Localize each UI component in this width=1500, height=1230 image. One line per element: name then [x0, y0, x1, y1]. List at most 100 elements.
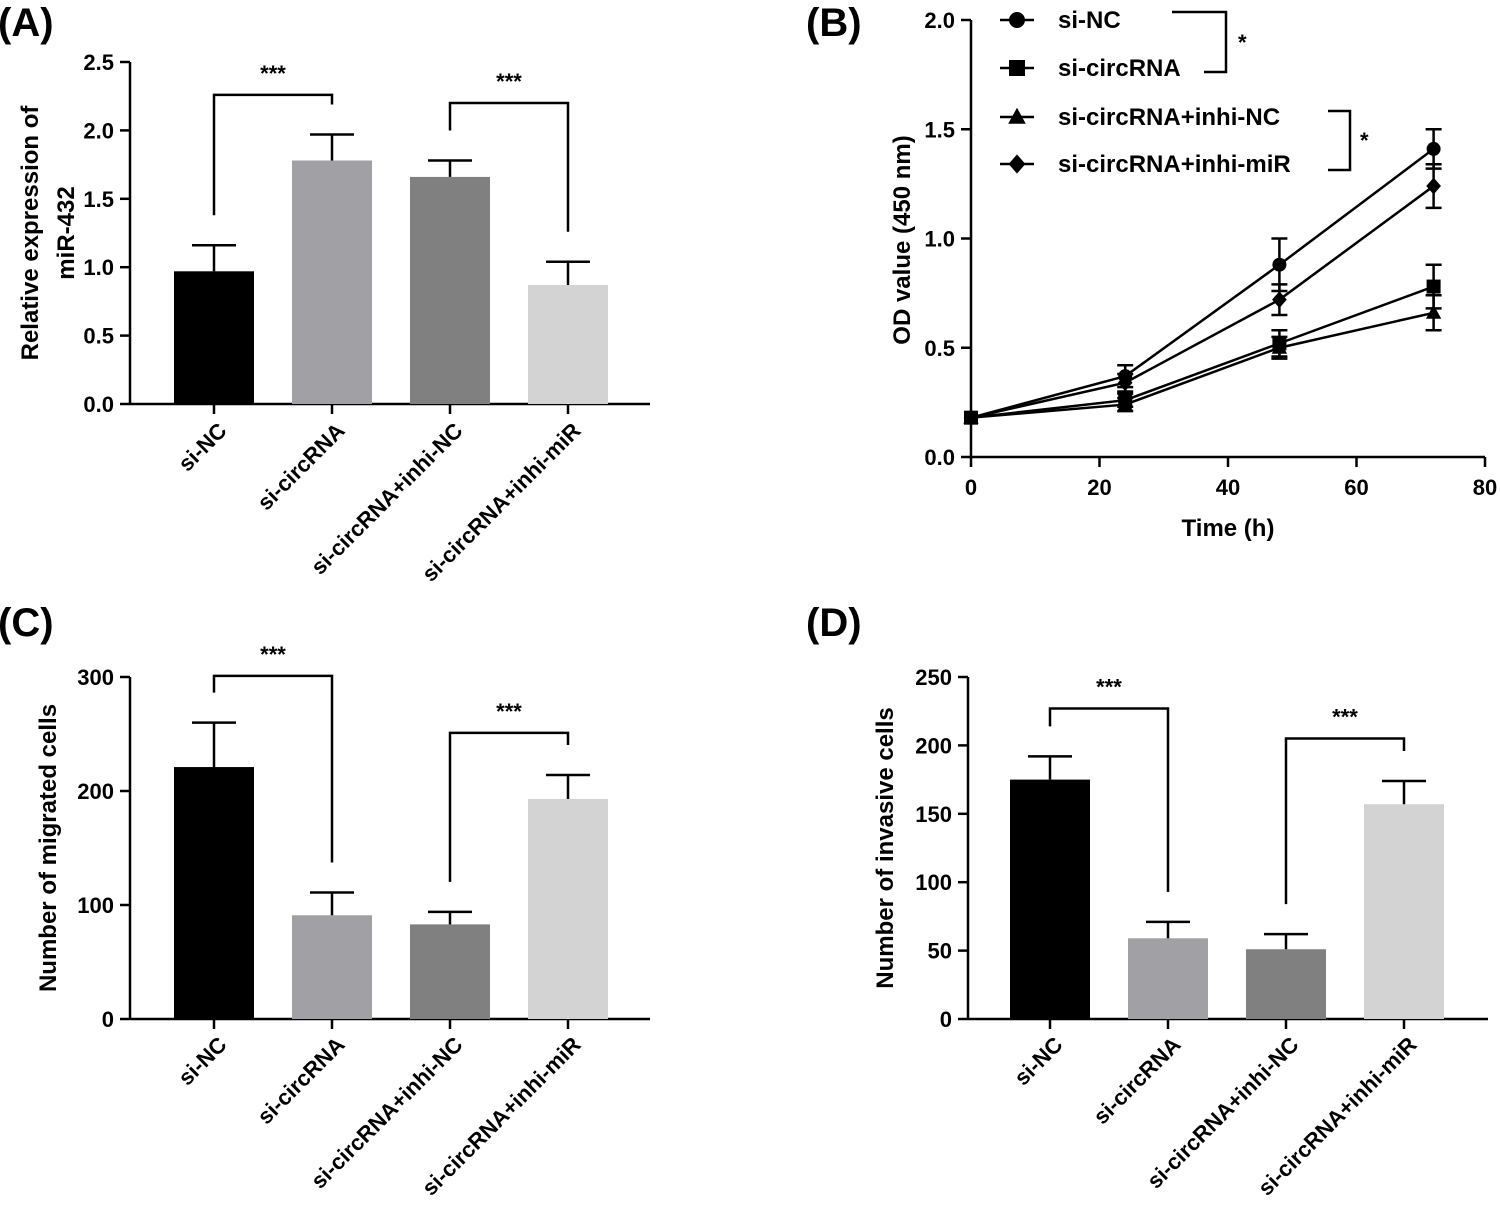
y-tick-label: 0: [940, 1007, 952, 1032]
legend-label: si-circRNA: [1058, 55, 1181, 82]
bar: [1246, 949, 1326, 1019]
y-tick-label: 0.5: [924, 336, 955, 361]
significance-label: ***: [1096, 674, 1122, 699]
bar: [292, 160, 372, 404]
y-tick-label: 0.5: [83, 324, 114, 349]
y-tick-label: 1.0: [83, 255, 114, 280]
y-tick-label: 50: [928, 939, 952, 964]
significance-label: ***: [260, 61, 286, 86]
legend-bracket: [1328, 109, 1352, 172]
panel-label: (B): [806, 1, 862, 45]
legend-label: si-NC: [1058, 7, 1121, 34]
significance-bracket: [448, 101, 570, 232]
x-tick-label: 80: [1473, 475, 1497, 500]
category-label: si-circRNA: [252, 418, 349, 515]
legend-label: si-circRNA+inhi-NC: [1058, 104, 1280, 131]
y-tick-label: 2.0: [83, 118, 114, 143]
y-axis-label: OD value (450 nm): [889, 135, 916, 344]
panel-c: (C) 0 100 200 300 Number of migrated cells si-…: [0, 601, 650, 1200]
y-tick-label: 150: [915, 802, 952, 827]
significance-label: ***: [1332, 705, 1358, 730]
y-tick-label: 100: [77, 893, 114, 918]
y-tick-label: 300: [77, 665, 114, 690]
significance-bracket: [1284, 737, 1406, 905]
data-point: [1117, 374, 1133, 392]
data-point: [1426, 141, 1441, 156]
bar: [1364, 804, 1444, 1019]
significance-label: ***: [496, 69, 522, 94]
y-tick-label: 0.0: [924, 445, 955, 470]
y-tick-label: 1.0: [924, 227, 955, 252]
category-label: si-NC: [1009, 1032, 1067, 1090]
y-axis-label-line: Number of migrated cells: [35, 704, 62, 992]
y-axis-label-line: miR-432: [53, 186, 80, 279]
bar: [1128, 938, 1208, 1019]
y-tick-label: 0: [102, 1007, 114, 1032]
series-line: [970, 311, 1434, 419]
significance-label: ***: [496, 699, 522, 724]
y-axis-label: Number of migrated cells: [35, 704, 62, 992]
y-tick-label: 250: [915, 665, 952, 690]
bar: [174, 767, 254, 1019]
data-point: [963, 409, 979, 427]
significance-bracket: [212, 93, 334, 216]
data-point: [1426, 279, 1441, 294]
data-point: [1426, 177, 1441, 195]
category-label: si-NC: [173, 418, 231, 476]
panel-label: (C): [0, 601, 54, 645]
category-label: si-circRNA: [1088, 1032, 1185, 1129]
bar: [292, 915, 372, 1019]
x-tick-label: 40: [1216, 475, 1240, 500]
series-line: [970, 285, 1435, 419]
bar: [174, 271, 254, 404]
significance-label: *: [1360, 128, 1369, 153]
y-tick-label: 200: [77, 779, 114, 804]
panel-label: (D): [806, 601, 862, 645]
y-axis-label: Number of invasive cells: [872, 707, 899, 988]
panel-b: (B) 0.0 0.5 1.0 1.5 2.0 0 20 40 60 80 Time (h) OD va…: [806, 1, 1497, 542]
panel-label: (A): [0, 1, 54, 45]
data-point: [1009, 60, 1025, 76]
category-label: si-circRNA: [252, 1032, 349, 1129]
x-tick-label: 60: [1344, 475, 1368, 500]
data-point: [1117, 396, 1133, 411]
x-axis-label: Time (h): [1182, 515, 1275, 542]
y-tick-label: 2.5: [83, 50, 114, 75]
data-point: [1009, 12, 1025, 28]
x-tick-label: 0: [965, 475, 977, 500]
legend-label: si-circRNA+inhi-miR: [1058, 151, 1291, 178]
legend-bracket: [1172, 10, 1228, 74]
y-tick-label: 2.0: [924, 8, 955, 33]
bar: [410, 924, 490, 1019]
panel-d: (D) 0 50 100 150 200 250 Number of invasive cel…: [806, 601, 1488, 1200]
panel-a: (A) 0.0 0.5 1.0 1.5 2.0 2.5 Relative expression…: [0, 1, 650, 586]
x-tick-label: 20: [1087, 475, 1111, 500]
significance-label: *: [1238, 30, 1247, 55]
y-tick-label: 200: [915, 733, 952, 758]
category-label: si-NC: [173, 1032, 231, 1090]
y-axis-label-line: Number of invasive cells: [872, 707, 899, 988]
bar: [1010, 779, 1090, 1019]
significance-bracket: [1048, 707, 1170, 892]
y-axis-label-line: Relative expression of: [17, 105, 44, 361]
significance-label: ***: [260, 642, 286, 667]
y-tick-label: 1.5: [83, 187, 114, 212]
bar: [528, 798, 608, 1019]
data-point: [1008, 154, 1026, 174]
y-tick-label: 0.0: [83, 392, 114, 417]
y-axis-label: Relative expression of miR-432: [17, 105, 80, 361]
y-tick-label: 100: [915, 870, 952, 895]
data-point: [1272, 257, 1287, 272]
significance-bracket: [448, 731, 570, 882]
significance-bracket: [212, 674, 334, 863]
series-line: [970, 185, 1435, 419]
bar: [410, 176, 490, 404]
y-tick-label: 1.5: [924, 117, 955, 142]
data-point: [1008, 107, 1026, 124]
bar: [528, 284, 608, 404]
data-point: [1271, 339, 1288, 354]
series-line: [970, 147, 1435, 419]
data-point: [1272, 291, 1287, 309]
data-point: [1425, 304, 1442, 319]
